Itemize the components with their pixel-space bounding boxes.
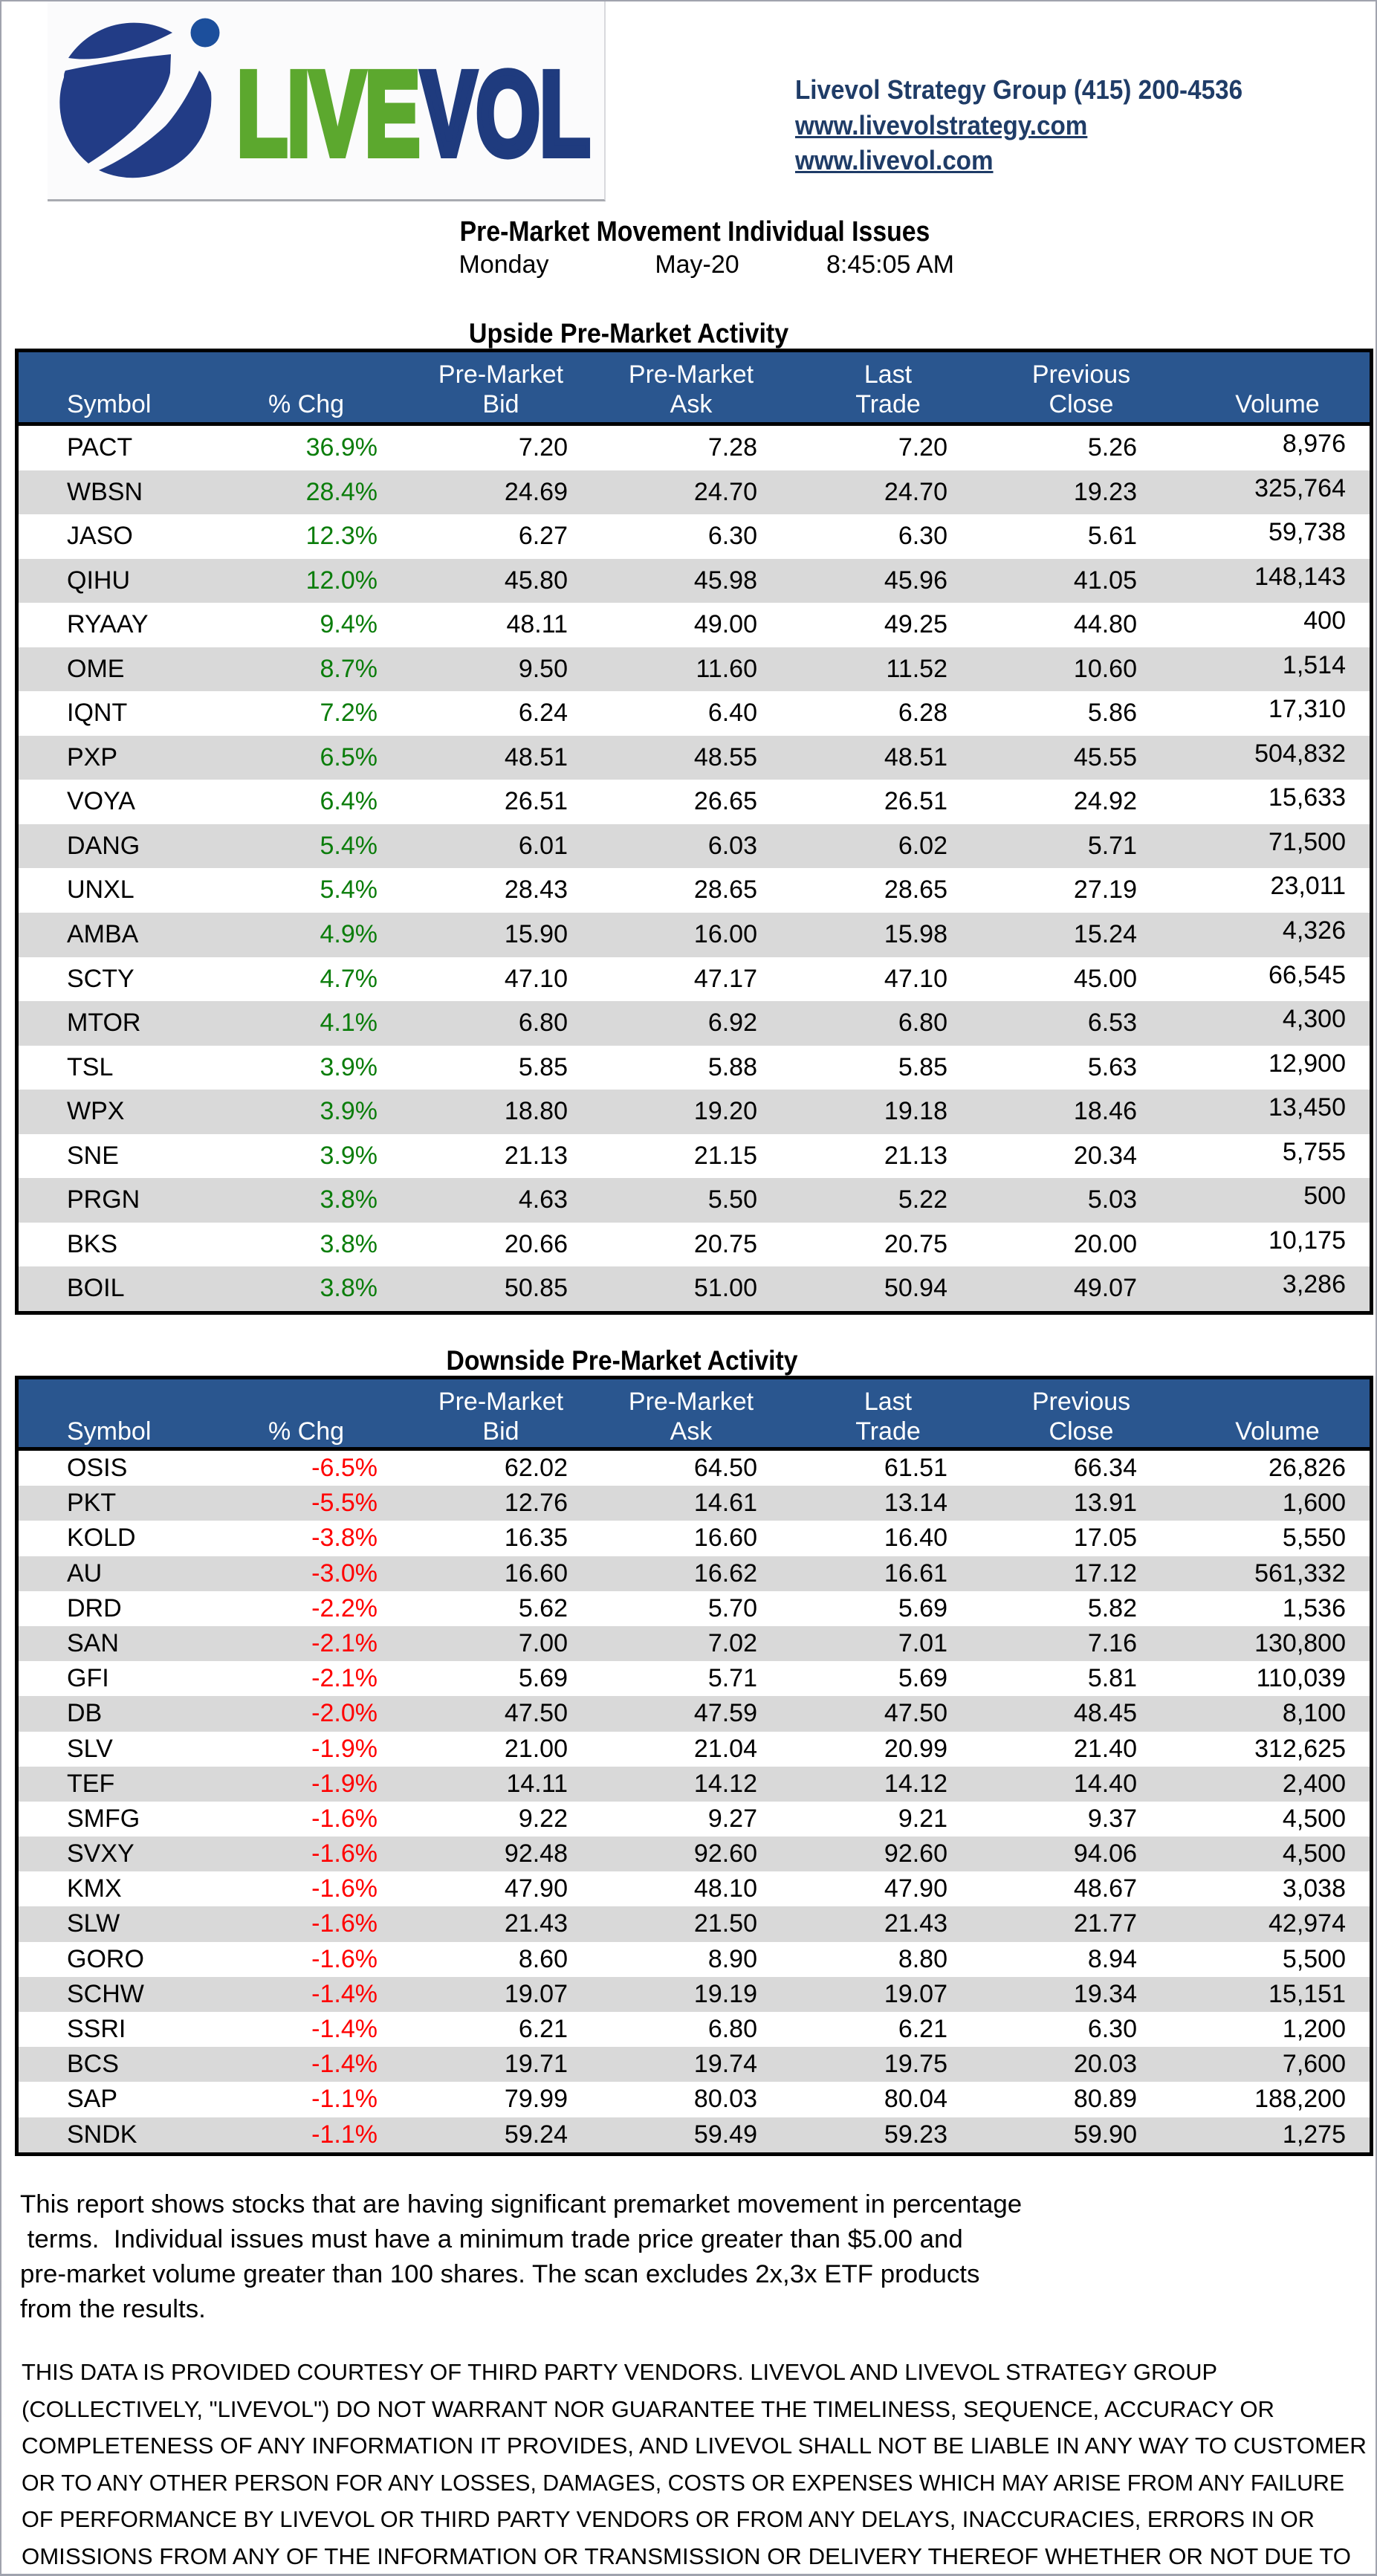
svg-text:VOL: VOL [421,47,590,180]
svg-text:LIVE: LIVE [237,47,420,180]
